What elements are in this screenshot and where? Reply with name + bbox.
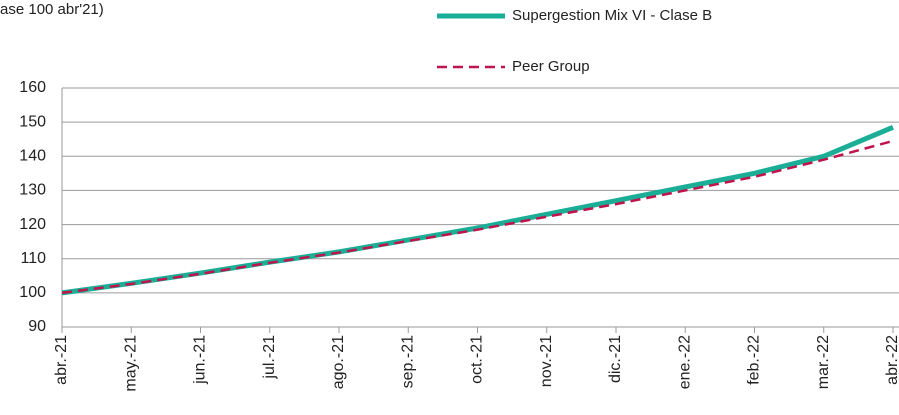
x-tick-label: jul.-21	[261, 335, 278, 380]
x-tick-label: sep.-21	[399, 335, 416, 388]
y-tick-label: 120	[19, 216, 46, 233]
y-tick-label: 140	[19, 148, 46, 165]
x-tick-label: oct.-21	[469, 335, 486, 384]
legend-label: Supergestion Mix VI - Clase B	[512, 7, 712, 24]
y-tick-label: 90	[28, 318, 46, 335]
x-tick-label: feb.-22	[746, 335, 763, 385]
y-tick-label: 130	[19, 182, 46, 199]
x-tick-label: ene.-22	[676, 335, 693, 389]
series-line	[61, 124, 894, 296]
x-tick-label: jun.-21	[192, 335, 209, 385]
y-tick-label: 150	[19, 113, 46, 130]
x-tick-label: nov.-21	[538, 335, 555, 387]
x-tick-label: dic.-21	[607, 335, 624, 383]
x-tick-label: abr.-21	[53, 335, 70, 385]
x-tick-label: ago.-21	[330, 335, 347, 389]
x-tick-label: may.-21	[122, 335, 139, 392]
legend-label: Peer Group	[512, 58, 590, 75]
x-tick-label: abr.-22	[884, 335, 899, 385]
series-line	[61, 139, 894, 295]
chart-title: ase 100 abr'21)	[0, 1, 104, 18]
y-tick-label: 110	[20, 250, 46, 267]
y-tick-label: 160	[19, 79, 46, 96]
y-tick-label: 100	[19, 284, 46, 301]
x-tick-label: mar.-22	[815, 335, 832, 389]
